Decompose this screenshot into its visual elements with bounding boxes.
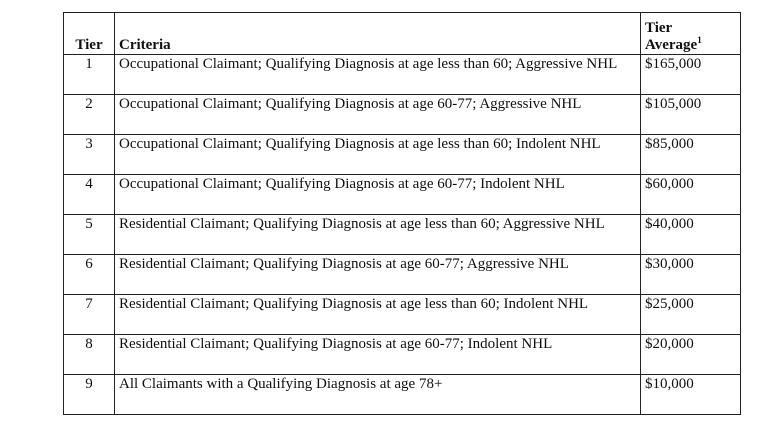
tier-row: 8 Residential Claimant; Qualifying Diagno… [63, 334, 741, 375]
average-cell: $85,000 [640, 134, 741, 175]
header-average-line: Average [645, 37, 698, 53]
tier-row: 4 Occupational Claimant; Qualifying Diagn… [63, 174, 741, 215]
average-cell: $10,000 [640, 374, 741, 415]
tier-row: 7 Residential Claimant; Qualifying Diagno… [63, 294, 741, 335]
header-tier: Tier [63, 12, 115, 55]
tier-cell: 5 [63, 214, 115, 255]
tier-row: 6 Residential Claimant; Qualifying Diagno… [63, 254, 741, 295]
tier-cell: 9 [63, 374, 115, 415]
tier-cell: 3 [63, 134, 115, 175]
criteria-cell: Occupational Claimant; Qualifying Diagno… [114, 134, 641, 175]
average-cell: $40,000 [640, 214, 741, 255]
average-cell: $165,000 [640, 54, 741, 95]
header-average: Tier Average1 [640, 12, 741, 55]
tier-row: 1 Occupational Claimant; Qualifying Diagn… [63, 54, 741, 95]
criteria-cell: Occupational Claimant; Qualifying Diagno… [114, 174, 641, 215]
criteria-cell: Occupational Claimant; Qualifying Diagno… [114, 94, 641, 135]
criteria-cell: All Claimants with a Qualifying Diagnosi… [114, 374, 641, 415]
average-cell: $30,000 [640, 254, 741, 295]
tier-cell: 1 [63, 54, 115, 95]
tier-table: Tier Criteria Tier Average1 1 Occupationa… [63, 12, 741, 415]
tier-cell: 6 [63, 254, 115, 295]
tier-cell: 8 [63, 334, 115, 375]
footnote-mark: 1 [697, 35, 702, 45]
header-average-line: Tier [645, 20, 673, 36]
tier-cell: 7 [63, 294, 115, 335]
tier-cell: 2 [63, 94, 115, 135]
criteria-cell: Residential Claimant; Qualifying Diagnos… [114, 254, 641, 295]
header-row: Tier Criteria Tier Average1 [63, 12, 741, 55]
tier-cell: 4 [63, 174, 115, 215]
criteria-cell: Residential Claimant; Qualifying Diagnos… [114, 334, 641, 375]
tier-row: 3 Occupational Claimant; Qualifying Diagn… [63, 134, 741, 175]
tier-row: 2 Occupational Claimant; Qualifying Diagn… [63, 94, 741, 135]
average-cell: $25,000 [640, 294, 741, 335]
criteria-cell: Residential Claimant; Qualifying Diagnos… [114, 214, 641, 255]
criteria-cell: Residential Claimant; Qualifying Diagnos… [114, 294, 641, 335]
header-criteria: Criteria [114, 12, 641, 55]
average-cell: $105,000 [640, 94, 741, 135]
criteria-cell: Occupational Claimant; Qualifying Diagno… [114, 54, 641, 95]
tier-row: 9 All Claimants with a Qualifying Diagnos… [63, 374, 741, 415]
tier-row: 5 Residential Claimant; Qualifying Diagno… [63, 214, 741, 255]
average-cell: $60,000 [640, 174, 741, 215]
average-cell: $20,000 [640, 334, 741, 375]
